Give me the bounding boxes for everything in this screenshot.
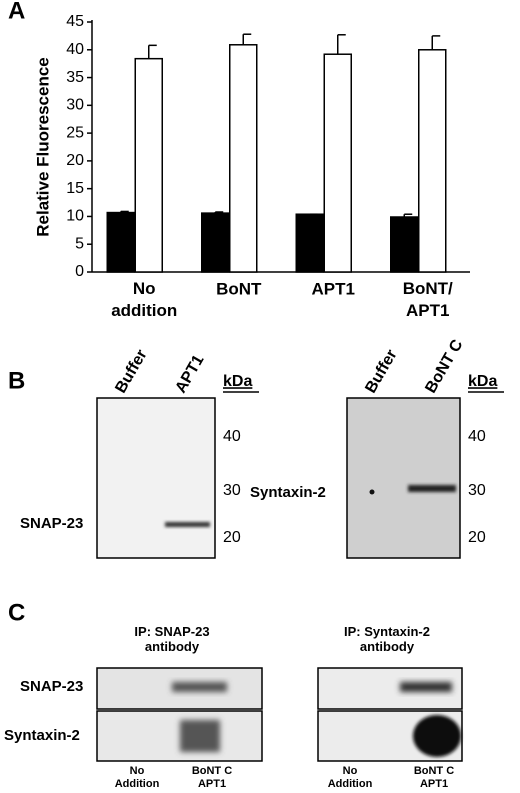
bar [418, 49, 447, 273]
bar [106, 211, 135, 273]
band [413, 715, 461, 757]
y-tick-label: 10 [66, 208, 84, 225]
band [172, 682, 227, 692]
y-axis-label: Relative Fluorescence [33, 57, 52, 237]
ip-title: IP: SNAP-23 antibody [134, 624, 209, 654]
lane-label: No Addition [328, 765, 373, 790]
bar [134, 57, 163, 273]
y-tick-label: 30 [66, 97, 84, 114]
y-tick-label: 45 [66, 13, 84, 30]
y-tick-label: 20 [66, 152, 84, 169]
y-tick-label: 0 [75, 263, 84, 280]
bar [229, 44, 258, 273]
lane-label: BoNT C APT1 [414, 765, 454, 790]
blot [346, 397, 461, 559]
marker-label: 40 [468, 428, 486, 445]
band [400, 682, 452, 692]
y-tick-label: 25 [66, 124, 84, 141]
y-tick-label: 40 [66, 41, 84, 58]
lane-label: BoNT C APT1 [192, 765, 232, 790]
blot [96, 397, 216, 559]
row-label: SNAP-23 [20, 678, 83, 695]
band [180, 720, 220, 752]
unit-label: kDa [468, 373, 497, 390]
panel-label: B [8, 367, 25, 394]
lane-label: No Addition [115, 765, 160, 790]
bar [201, 212, 230, 273]
x-tick-label: BoNT [216, 279, 262, 298]
y-tick-label: 5 [75, 235, 84, 252]
bar [390, 216, 419, 273]
lane-label: APT1 [172, 352, 207, 396]
unit-label: kDa [223, 373, 252, 390]
y-tick-label: 35 [66, 69, 84, 86]
marker-label: 40 [223, 428, 241, 445]
band [408, 485, 456, 492]
band-label: SNAP-23 [20, 515, 83, 532]
bar [323, 53, 352, 273]
x-tick-label: APT1 [312, 279, 355, 298]
blot [96, 710, 263, 762]
ip-title: IP: Syntaxin-2 antibody [344, 624, 430, 654]
band [165, 522, 210, 527]
lane-label: Buffer [112, 347, 150, 396]
x-tick-label: No addition [111, 279, 177, 320]
band-label: Syntaxin-2 [250, 484, 326, 501]
spot [369, 489, 375, 495]
row-label: Syntaxin-2 [4, 727, 80, 744]
marker-label: 20 [223, 529, 241, 546]
marker-label: 30 [468, 482, 486, 499]
panel-label: C [8, 599, 25, 626]
y-tick-label: 15 [66, 180, 84, 197]
marker-label: 30 [223, 482, 241, 499]
lane-label: Buffer [362, 347, 400, 396]
marker-label: 20 [468, 529, 486, 546]
x-tick-label: BoNT/APT1 [403, 279, 453, 320]
panel-label: A [8, 0, 25, 24]
bar [295, 213, 324, 273]
lane-label: BoNT C [422, 336, 466, 396]
